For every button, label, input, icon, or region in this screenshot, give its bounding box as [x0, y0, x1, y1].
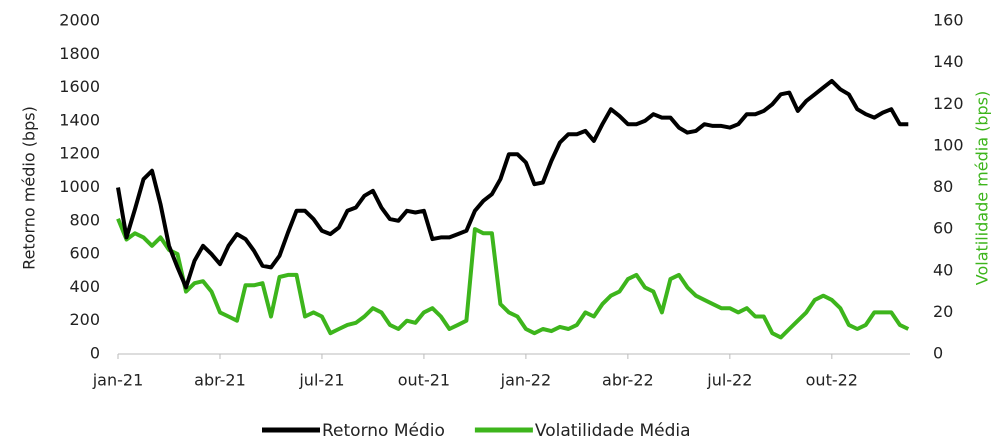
y-tick-label: 1200	[59, 144, 100, 163]
series-line	[116, 78, 909, 290]
y-tick-label: 0	[90, 344, 100, 363]
y2-tick-label: 80	[933, 177, 953, 196]
y2-tick-label: 60	[933, 219, 953, 238]
x-tick-label: abr-21	[194, 371, 246, 390]
y2-tick-label: 140	[933, 52, 964, 71]
x-tick-label: jul-22	[706, 371, 752, 390]
x-tick-label: abr-22	[602, 371, 654, 390]
x-tick-label: jan-22	[500, 371, 552, 390]
series-line	[116, 217, 910, 340]
x-tick-label: jan-21	[92, 371, 144, 390]
y-tick-label: 200	[69, 310, 100, 329]
y-tick-label: 1000	[59, 177, 100, 196]
y-tick-label: 800	[69, 210, 100, 229]
y2-tick-label: 20	[933, 302, 953, 321]
y2-tick-label: 160	[933, 11, 964, 30]
x-tick-label: out-22	[806, 371, 858, 390]
y2-tick-label: 0	[933, 344, 943, 363]
legend-label: Retorno Médio	[322, 421, 445, 441]
y2-tick-label: 40	[933, 260, 953, 279]
y-tick-label: 1800	[59, 44, 100, 63]
y2-tick-label: 100	[933, 135, 964, 154]
legend-label: Volatilidade Média	[535, 421, 691, 441]
y2-tick-label: 120	[933, 94, 964, 113]
y-axis-label: Retorno médio (bps)	[20, 106, 39, 270]
y-tick-label: 400	[69, 277, 100, 296]
y-tick-label: 2000	[59, 11, 100, 30]
y-tick-label: 600	[69, 244, 100, 263]
x-tick-label: out-21	[398, 371, 450, 390]
y-tick-label: 1600	[59, 77, 100, 96]
y2-axis-label: Volatilidade média (bps)	[973, 91, 992, 285]
y-tick-label: 1400	[59, 110, 100, 129]
x-tick-label: jul-21	[298, 371, 344, 390]
